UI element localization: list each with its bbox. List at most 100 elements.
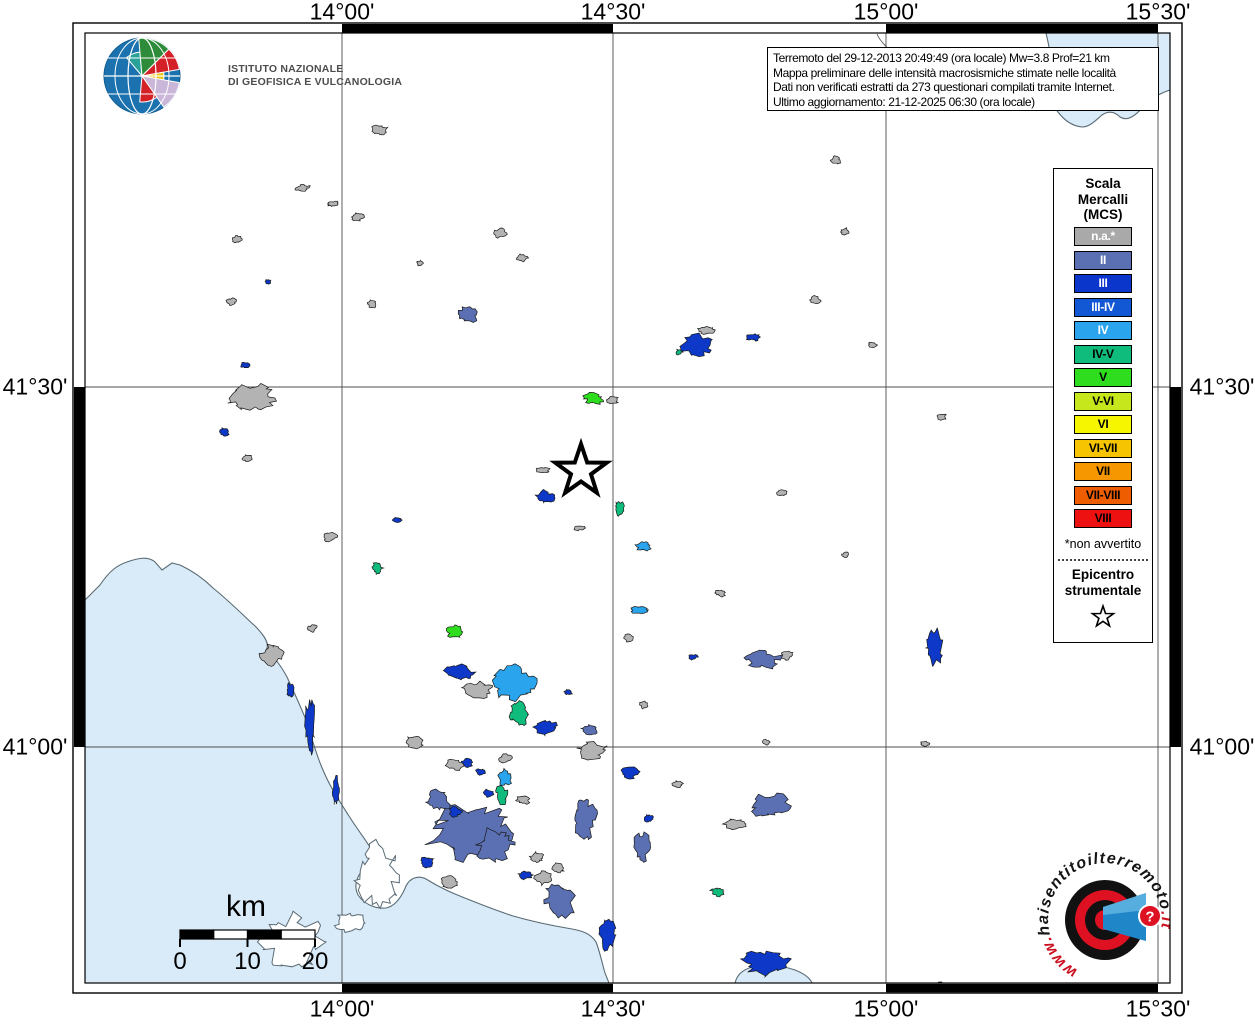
- island: [333, 912, 366, 934]
- settlement-polygon-na: [493, 227, 508, 239]
- settlement-polygon-III: [475, 768, 486, 776]
- settlement-polygon-IV: [634, 541, 652, 552]
- settlement-polygon-II: [743, 649, 784, 670]
- info-line-map-type: Mappa preliminare delle intensità macros…: [773, 65, 1116, 80]
- settlement-polygon-II: [424, 788, 451, 811]
- legend-swatch-VII-VIII: VII-VIII: [1074, 485, 1132, 505]
- legend-swatch-V-VI: V-VI: [1074, 391, 1132, 411]
- settlement-polygon-IVV: [371, 562, 385, 575]
- map-interior: ?www.haisentitoilterremoto .it: [85, 33, 1170, 983]
- settlement-polygon-na: [639, 700, 649, 710]
- epicenter-star-icon: [1090, 603, 1116, 628]
- settlement-polygon-III: [460, 757, 474, 768]
- settlement-polygon-III: [739, 950, 792, 978]
- axis-label-right: 41°30': [1189, 373, 1255, 400]
- settlement-polygon-na: [515, 795, 531, 805]
- settlement-polygon-V: [445, 624, 464, 638]
- settlement-polygon-na: [623, 633, 634, 643]
- settlement-polygon-na: [440, 875, 458, 889]
- scale-bar-tick-label: 10: [234, 948, 261, 975]
- settlement-polygon-na: [535, 467, 551, 474]
- settlement-polygon-na: [551, 862, 566, 874]
- settlement-polygon-III: [240, 361, 251, 369]
- settlement-polygon-III: [679, 332, 713, 358]
- earthquake-info-box: Terremoto del 29-12-2013 20:49:49 (ora l…: [767, 47, 1159, 111]
- settlement-polygon-III: [448, 805, 463, 818]
- info-line-updated: Ultimo aggiornamento: 21-12-2025 06:30 (…: [773, 94, 1035, 109]
- ingv-name-line: DI GEOFISICA E VULCANOLOGIA: [228, 76, 403, 88]
- settlement-polygon-III: [620, 766, 641, 780]
- epicenter-star-icon: [549, 437, 613, 498]
- legend-swatch-VIII: VIII: [1074, 509, 1132, 528]
- settlement-polygon-na: [919, 740, 931, 747]
- settlement-polygon-III: [482, 788, 495, 798]
- settlement-polygon-III: [218, 427, 230, 437]
- ingv-logo-text: ISTITUTO NAZIONALE DI GEOFISICA E VULCAN…: [228, 63, 402, 89]
- axis-label-top: 15°30': [1125, 0, 1191, 25]
- axis-label-top: 15°00': [853, 0, 919, 25]
- scale-bar-tick-label: 0: [173, 948, 187, 975]
- settlement-polygon-IVV: [495, 784, 509, 806]
- settlement-polygon-IVV: [615, 501, 625, 517]
- settlement-polygon-na: [294, 184, 311, 192]
- legend-swatch-V: V: [1074, 368, 1132, 387]
- legend-items: n.a.* II III III-IV IV IV-V V V-VI VI VI-VII VII VI…: [1054, 227, 1152, 528]
- settlement-polygon-na: [671, 780, 685, 789]
- scale-bar: [179, 929, 316, 947]
- settlement-polygon-IVV: [708, 887, 725, 898]
- settlement-polygon-na: [367, 299, 377, 309]
- legend-swatch-III: III: [1074, 274, 1132, 293]
- legend-epicenter-label: Epicentro: [1071, 567, 1135, 582]
- settlement-polygon-na: [350, 212, 365, 222]
- settlement-polygon-IV: [630, 606, 650, 614]
- settlement-polygon-III: [532, 719, 558, 737]
- settlement-polygon-IVV: [675, 348, 685, 356]
- settlement-polygon-na: [444, 759, 466, 771]
- settlement-polygon-III: [534, 488, 556, 504]
- axis-label-left: 41°00': [2, 733, 68, 760]
- settlement-polygon-na: [306, 624, 318, 633]
- settlement-polygon-II: [457, 306, 478, 323]
- legend-title: Scala Mercalli (MCS): [1054, 176, 1152, 223]
- settlement-polygon-III: [517, 870, 535, 881]
- info-line-event: Terremoto del 29-12-2013 20:49:49 (ora l…: [773, 51, 1110, 65]
- settlement-polygon-na: [829, 155, 842, 165]
- settlement-polygon-na: [576, 741, 608, 761]
- settlement-polygon-na: [227, 382, 278, 411]
- settlement-polygon-na: [533, 870, 553, 887]
- axis-label-top: 14°00': [309, 0, 375, 25]
- intensity-legend: Scala Mercalli (MCS) n.a.* II III III-IV IV I…: [1053, 168, 1153, 643]
- settlement-polygon-IV: [492, 663, 538, 702]
- axis-label-top: 14°30': [580, 0, 646, 25]
- settlement-polygon-na: [868, 341, 879, 349]
- settlement-polygon-IV: [497, 767, 512, 786]
- settlement-polygon-III: [264, 279, 272, 285]
- settlement-polygon-na: [776, 489, 788, 497]
- axis-label-left: 41°30': [2, 373, 68, 400]
- svg-text:?: ?: [1145, 909, 1154, 926]
- settlement-polygon-na: [258, 643, 285, 667]
- settlement-polygon-V: [582, 392, 605, 405]
- legend-title-line: Scala: [1085, 176, 1121, 191]
- settlement-polygon-na: [841, 551, 849, 559]
- settlement-polygon-III: [925, 627, 944, 667]
- settlement-polygon-II: [750, 792, 792, 817]
- settlement-polygon-na: [839, 227, 850, 236]
- axis-label-right: 41°00': [1189, 733, 1255, 760]
- legend-swatch-IV: IV: [1074, 321, 1132, 340]
- scale-bar-unit: km: [226, 890, 266, 923]
- settlement-polygon-na: [573, 525, 587, 532]
- settlement-polygon-III: [598, 918, 617, 952]
- settlement-polygon-na: [371, 124, 389, 136]
- legend-swatch-IV-V: IV-V: [1074, 344, 1132, 364]
- settlement-polygon-II: [633, 831, 651, 863]
- settlement-polygon-na: [721, 818, 747, 831]
- settlement-polygon-na: [605, 396, 620, 405]
- settlement-polygon-na: [241, 454, 253, 462]
- settlement-polygon-III: [331, 774, 340, 805]
- settlement-polygon-II: [580, 723, 598, 736]
- settlement-polygon-III: [745, 333, 762, 342]
- settlement-polygon-III: [286, 681, 295, 698]
